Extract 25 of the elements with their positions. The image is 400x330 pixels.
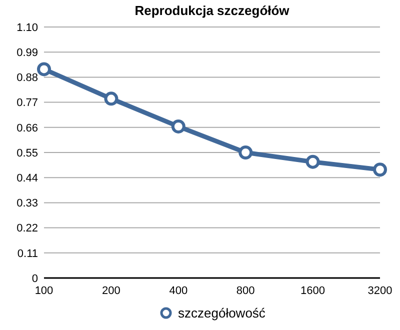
x-tick-label: 1600 (300, 285, 326, 297)
point (306, 154, 320, 169)
y-tick-label: 0.66 (16, 122, 38, 134)
point (238, 146, 253, 160)
point (171, 119, 186, 134)
point (373, 162, 387, 177)
y-tick-label: 1.10 (16, 22, 38, 34)
point (37, 62, 51, 76)
y-tick-label: 0.22 (16, 222, 38, 235)
x-tick-label: 800 (236, 285, 255, 297)
y-tick-label: 0.11 (17, 248, 38, 260)
legend-label: szczegółowość (178, 306, 266, 321)
chart-title: Reprodukcja szczegółów (134, 3, 290, 18)
x-tick-label: 200 (102, 285, 120, 297)
y-tick-label: 0.99 (16, 46, 38, 59)
y-tick-label: 0 (32, 272, 38, 285)
x-tick-label: 400 (169, 285, 188, 297)
y-tick-label: 0.44 (16, 172, 38, 184)
y-tick-label: 0.77 (16, 97, 38, 110)
x-tick-label: 100 (34, 285, 54, 297)
x-tick-label: 3200 (368, 285, 392, 297)
y-tick-label: 0.88 (16, 72, 38, 84)
y-tick-label: 0.33 (16, 198, 38, 210)
point (104, 92, 118, 106)
y-tick-label: 0.55 (16, 147, 38, 160)
